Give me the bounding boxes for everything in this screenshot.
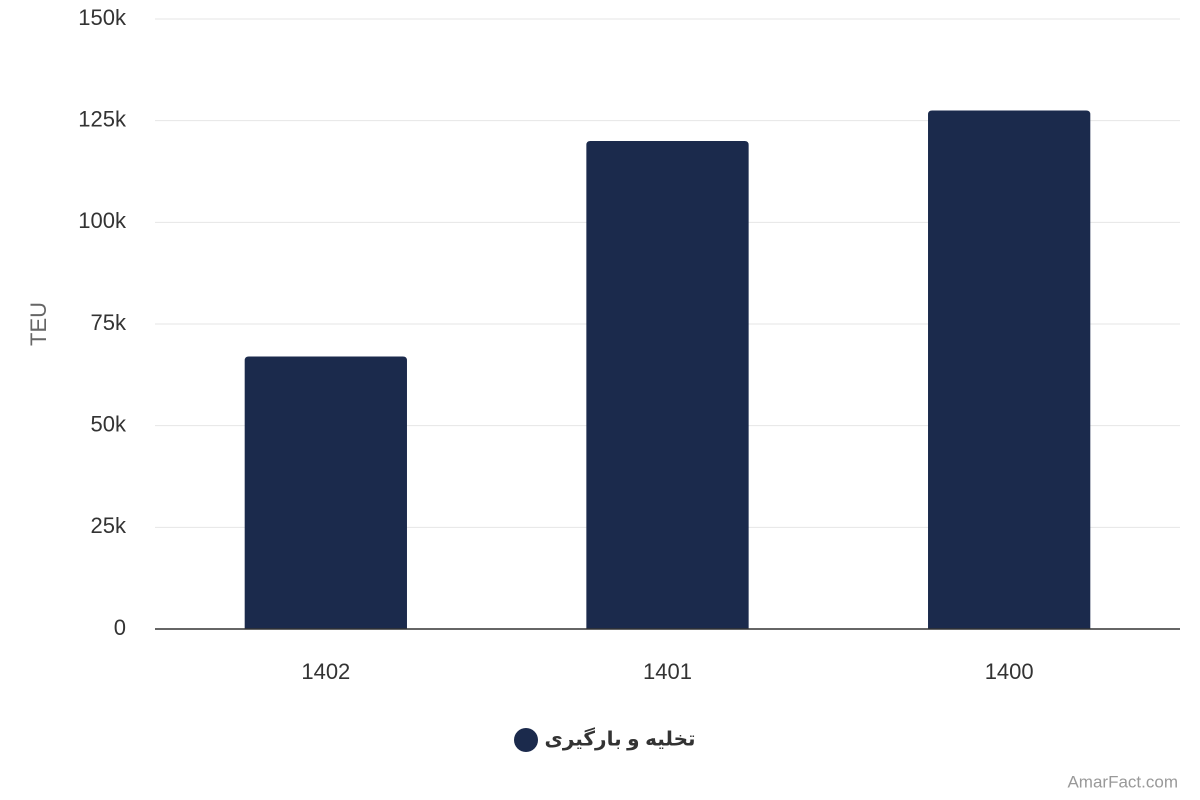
legend-label: تخلیه و بارگیری — [544, 726, 695, 750]
y-tick-label: 50k — [91, 411, 127, 436]
y-tick-label: 125k — [78, 106, 127, 131]
bar — [244, 356, 407, 629]
y-tick-label: 75k — [91, 310, 127, 335]
x-tick-label: 1401 — [643, 659, 692, 684]
bar — [928, 110, 1091, 629]
credit: AmarFact.com — [1067, 772, 1178, 791]
x-tick-label: 1402 — [301, 659, 350, 684]
y-tick-label: 150k — [78, 5, 127, 30]
legend-marker — [514, 728, 538, 752]
y-tick-label: 25k — [91, 513, 127, 538]
x-tick-label: 1400 — [985, 659, 1034, 684]
y-tick-label: 0 — [114, 615, 126, 640]
y-tick-label: 100k — [78, 208, 127, 233]
bar — [586, 141, 749, 629]
y-axis-label: TEU — [26, 302, 51, 346]
